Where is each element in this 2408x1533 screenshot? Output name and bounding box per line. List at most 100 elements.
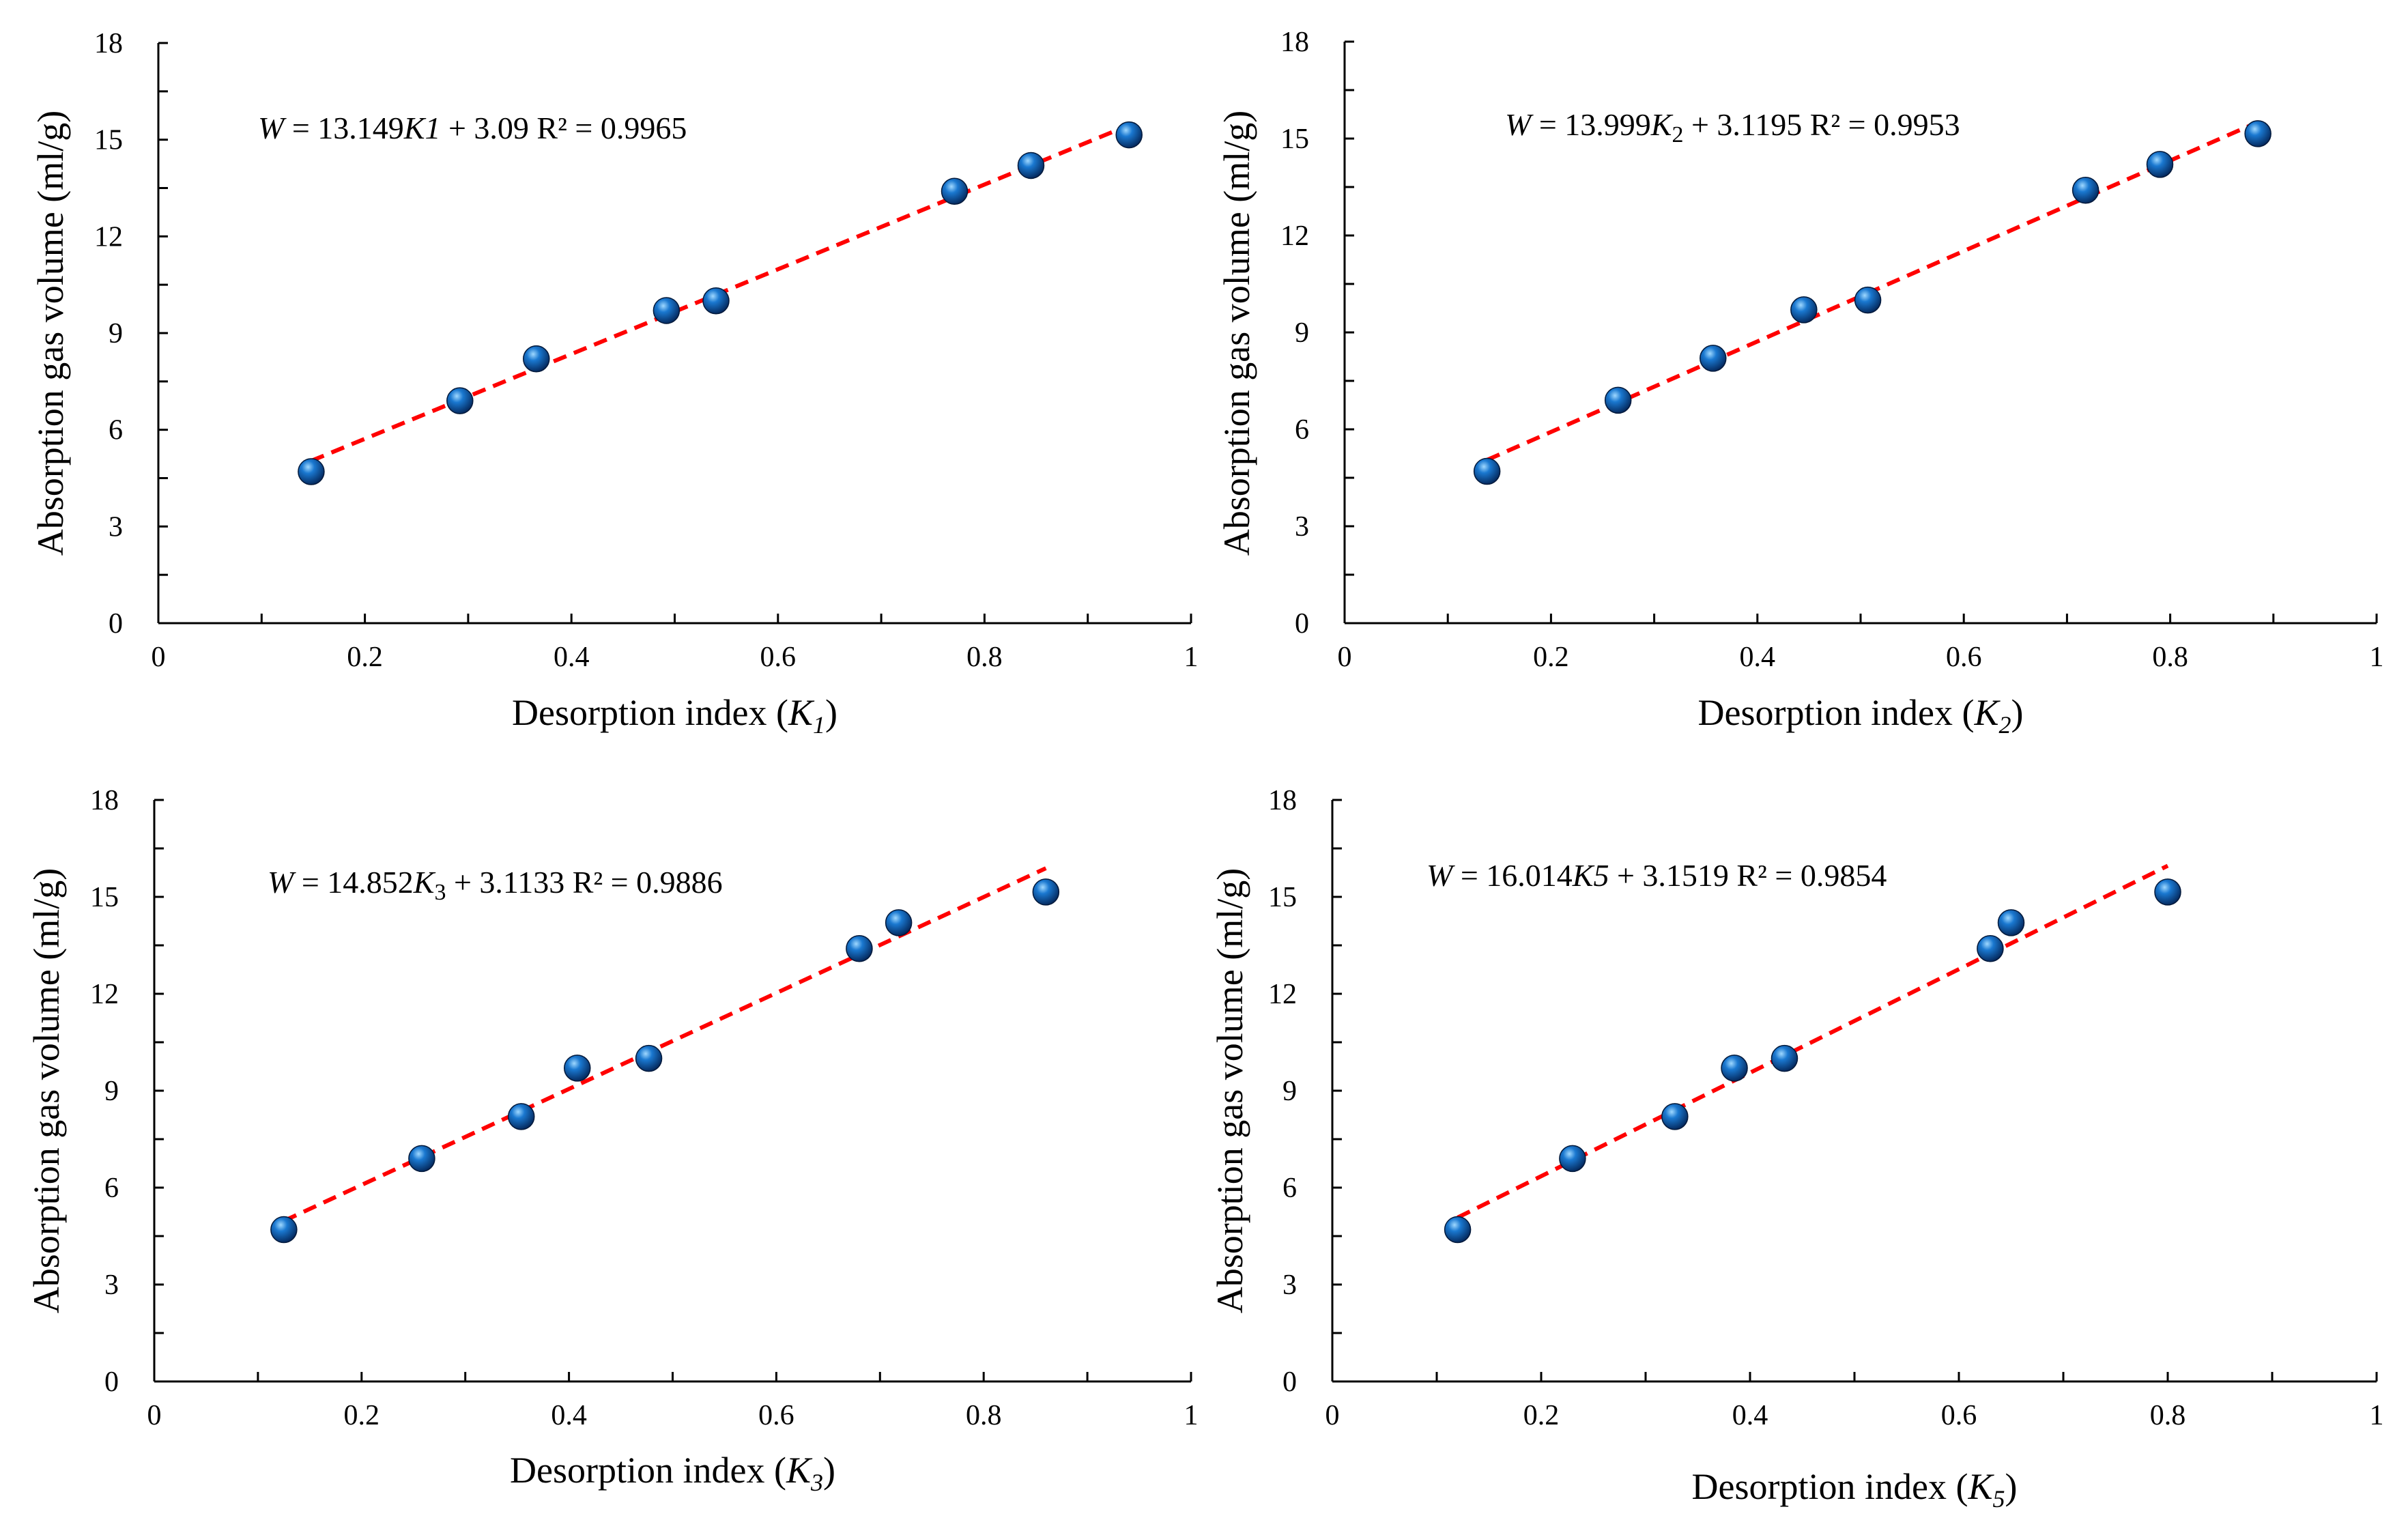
y-axis-title: Absorption gas volume (ml/g) [30, 111, 71, 556]
y-tick-label: 0 [109, 608, 123, 640]
x-tick-label: 1 [2370, 642, 2384, 673]
data-point [2154, 878, 2181, 906]
data-point [1661, 1103, 1689, 1130]
data-point [1604, 386, 1632, 414]
x-tick-label: 0.2 [344, 1400, 380, 1431]
x-tick-label: 0.4 [1732, 1400, 1768, 1431]
x-tick-label: 0.6 [1941, 1400, 1977, 1431]
y-tick-label: 6 [1282, 1173, 1297, 1204]
y-tick-label: 6 [109, 415, 123, 446]
data-point [1700, 345, 1727, 372]
y-tick-label: 12 [90, 979, 119, 1010]
x-tick-label: 0.2 [347, 642, 383, 673]
regression-equation: W = 16.014K5 + 3.1519 R² = 0.9854 [1427, 858, 1887, 893]
regression-equation: W = 14.852K3 + 3.1133 R² = 0.9886 [268, 865, 723, 905]
x-tick-label: 0.8 [966, 642, 1003, 673]
y-tick-label: 18 [90, 785, 119, 816]
data-point [702, 287, 730, 315]
data-point [1559, 1145, 1586, 1173]
y-tick-label: 15 [90, 882, 119, 913]
y-tick-label: 18 [94, 28, 123, 59]
x-tick-label: 1 [1184, 1400, 1199, 1431]
x-tick-label: 0 [1338, 642, 1352, 673]
x-axis-title: Desorption index (K1) [512, 692, 837, 739]
y-tick-label: 12 [1280, 220, 1309, 252]
data-point [446, 387, 474, 414]
data-point [270, 1216, 298, 1244]
data-point [507, 1103, 535, 1130]
y-tick-label: 0 [1295, 608, 1309, 640]
x-tick-label: 0.8 [2150, 1400, 2186, 1431]
chart-panel-1: 0 0.2 0.4 0.6 0.8 1 0 3 6 9 12 15 18 Desorption index… [30, 28, 1199, 739]
x-tick-label: 0 [152, 642, 166, 673]
data-point [1473, 457, 1501, 485]
data-point [885, 909, 913, 936]
x-tick-label: 0.2 [1523, 1400, 1560, 1431]
data-point [564, 1055, 591, 1082]
chart-panel-2: 0 0.2 0.4 0.6 0.8 1 0 3 6 9 12 15 18 Desorption index… [1216, 27, 2384, 739]
data-point [1017, 152, 1045, 180]
data-point [1790, 296, 1818, 324]
data-point [298, 458, 325, 485]
regression-equation: W = 13.149K1 + 3.09 R² = 0.9965 [258, 111, 687, 145]
y-tick-label: 3 [1295, 511, 1309, 543]
data-point [846, 934, 873, 962]
y-tick-label: 12 [94, 221, 123, 253]
x-tick-label: 0.6 [1946, 642, 1982, 673]
y-axis-title: Absorption gas volume (ml/g) [1216, 111, 1257, 556]
x-axis-title: Desorption index (K5) [1692, 1466, 2018, 1513]
data-point [1977, 934, 2004, 962]
x-axis-title: Desorption index (K2) [1698, 692, 2024, 739]
y-tick-label: 9 [104, 1076, 119, 1107]
x-tick-label: 0.4 [1740, 642, 1776, 673]
y-tick-label: 3 [109, 511, 123, 543]
data-point [1997, 909, 2025, 936]
data-point [1721, 1055, 1748, 1082]
x-tick-label: 0.6 [758, 1400, 794, 1431]
data-point [653, 297, 680, 324]
data-point [1032, 878, 1060, 906]
data-point [2244, 120, 2271, 147]
y-tick-label: 9 [1295, 317, 1309, 349]
y-tick-label: 12 [1268, 979, 1297, 1010]
y-tick-label: 15 [1268, 882, 1297, 913]
x-tick-label: 1 [2370, 1400, 2384, 1431]
x-tick-label: 0 [1325, 1400, 1340, 1431]
y-tick-label: 9 [109, 318, 123, 349]
data-point [2072, 176, 2099, 204]
y-tick-label: 6 [1295, 414, 1309, 446]
y-axis-title: Absorption gas volume (ml/g) [1209, 868, 1250, 1313]
data-point [523, 345, 550, 373]
y-tick-label: 18 [1268, 785, 1297, 816]
regression-equation: W = 13.999K2 + 3.1195 R² = 0.9953 [1505, 107, 1960, 147]
y-tick-label: 6 [104, 1173, 119, 1204]
x-tick-label: 0.8 [966, 1400, 1002, 1431]
data-point [635, 1044, 663, 1072]
y-tick-label: 15 [1280, 124, 1309, 155]
y-tick-label: 9 [1282, 1076, 1297, 1107]
x-axis-title: Desorption index (K3) [510, 1450, 835, 1496]
trendline [283, 866, 1047, 1223]
x-tick-label: 0.4 [551, 1400, 587, 1431]
y-tick-label: 0 [1282, 1366, 1297, 1398]
x-tick-label: 0 [147, 1400, 162, 1431]
data-point [1444, 1216, 1472, 1244]
x-tick-label: 1 [1184, 642, 1199, 673]
y-tick-label: 3 [104, 1270, 119, 1301]
y-axis-title: Absorption gas volume (ml/g) [26, 868, 67, 1313]
data-point [2146, 151, 2174, 178]
data-point [1854, 286, 1882, 314]
x-tick-label: 0.6 [760, 642, 797, 673]
y-tick-label: 18 [1280, 27, 1309, 58]
data-point [1115, 121, 1143, 149]
chart-panel-4: 0 0.2 0.4 0.6 0.8 1 0 3 6 9 12 15 18 Desorption index… [1209, 785, 2384, 1513]
x-tick-label: 0.4 [554, 642, 590, 673]
y-tick-label: 0 [104, 1366, 119, 1398]
x-tick-label: 0.2 [1533, 642, 1569, 673]
y-tick-label: 15 [94, 125, 123, 156]
data-point [941, 177, 969, 205]
x-tick-label: 0.8 [2152, 642, 2188, 673]
y-tick-label: 3 [1282, 1270, 1297, 1301]
data-point [1771, 1044, 1798, 1072]
